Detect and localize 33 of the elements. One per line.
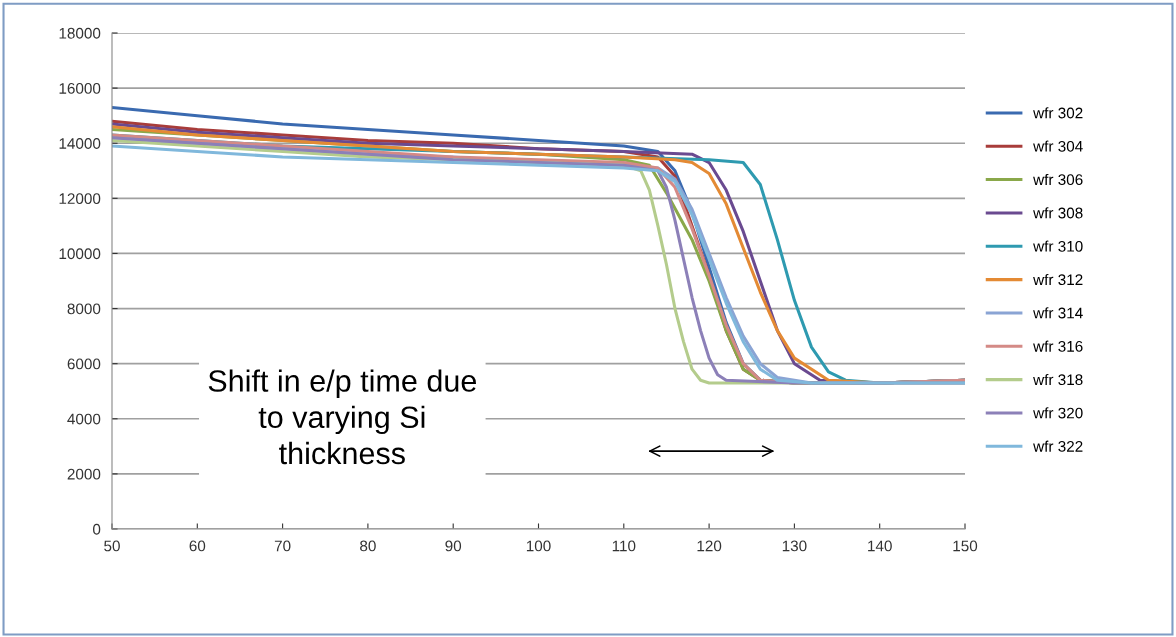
legend-label: wfr 308 xyxy=(1033,207,1083,219)
legend-label: wfr 312 xyxy=(1033,273,1083,286)
x-tick-label: 140 xyxy=(868,540,892,552)
y-tick-label: 14000 xyxy=(59,138,101,149)
x-tick-label: 60 xyxy=(189,540,206,552)
x-tick-label: 120 xyxy=(697,540,722,552)
legend-label: wfr 320 xyxy=(1033,407,1083,419)
legend-label: wfr 314 xyxy=(1033,307,1083,319)
x-tick-label: 110 xyxy=(612,540,636,552)
legend-label: wfr 304 xyxy=(1033,140,1083,152)
y-tick-label: 2000 xyxy=(67,468,101,480)
x-tick-label: 100 xyxy=(526,540,551,552)
x-tick-label: 90 xyxy=(445,540,462,552)
y-tick-label: 18000 xyxy=(59,27,101,39)
y-tick-label: 12000 xyxy=(59,193,101,205)
legend-label: wfr 318 xyxy=(1033,373,1083,386)
y-tick-label: 8000 xyxy=(67,303,101,315)
legend-label: wfr 310 xyxy=(1033,240,1083,252)
y-tick-label: 4000 xyxy=(67,413,101,425)
x-tick-label: 130 xyxy=(782,540,807,552)
x-tick-label: 70 xyxy=(274,540,291,552)
y-tick-label: 16000 xyxy=(59,82,101,94)
annotation: Shift in e/p time due to varying Si thickness xyxy=(208,369,476,465)
x-tick-label: 80 xyxy=(360,540,376,552)
legend-label: wfr 322 xyxy=(1033,440,1083,452)
y-tick-label: 10000 xyxy=(59,248,101,260)
y-tick-label: 0 xyxy=(92,523,101,535)
x-tick-label: 50 xyxy=(104,540,120,552)
legend-label: wfr 306 xyxy=(1033,173,1083,186)
y-tick-label: 6000 xyxy=(67,358,101,370)
x-tick-label: 150 xyxy=(953,540,978,552)
legend-label: wfr 302 xyxy=(1033,107,1083,119)
legend-label: wfr 316 xyxy=(1033,340,1083,352)
